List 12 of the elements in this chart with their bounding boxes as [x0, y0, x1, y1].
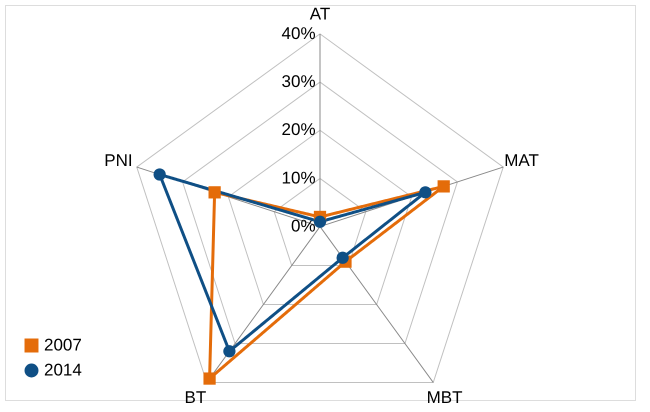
legend-label: 2007	[44, 336, 82, 354]
y-tick-label: 20%	[282, 120, 316, 140]
y-tick-label: 40%	[282, 24, 316, 43]
spoke-label: MAT	[504, 151, 539, 170]
y-tick-label: 10%	[282, 168, 316, 188]
spoke-label: MBT	[426, 388, 463, 408]
spoke-label: BT	[184, 388, 206, 408]
legend-label: 2014	[44, 360, 82, 380]
y-tick-label: 30%	[282, 72, 316, 92]
y-tick-label: 0%	[291, 216, 316, 236]
spoke-label: AT	[310, 4, 330, 24]
spoke-label: PNI	[104, 151, 133, 170]
